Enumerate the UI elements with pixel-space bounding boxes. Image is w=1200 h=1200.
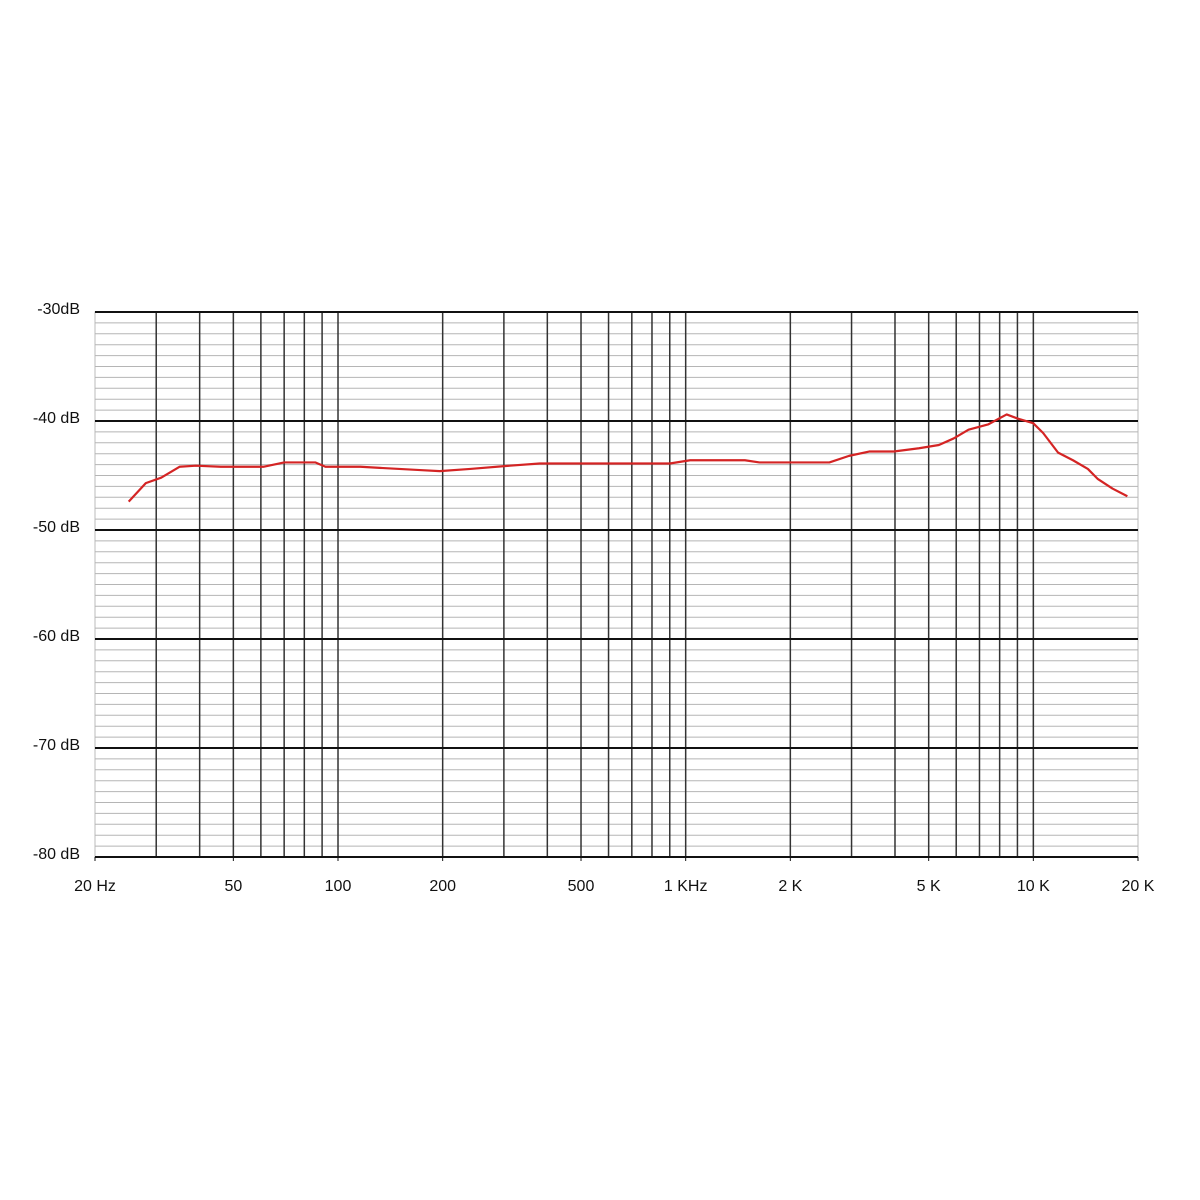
x-tick-label: 1 KHz [664, 878, 708, 895]
x-tick-label: 5 K [917, 878, 941, 895]
y-tick-label: -80 dB [33, 846, 80, 863]
response-line [127, 413, 1128, 503]
y-tick-label: -60 dB [33, 628, 80, 645]
y-tick-label: -50 dB [33, 519, 80, 536]
x-tick-label: 200 [429, 878, 456, 895]
x-tick-label: 100 [325, 878, 352, 895]
y-tick-label: -30dB [37, 301, 80, 318]
x-tick-label: 500 [568, 878, 595, 895]
x-tick-label: 20 Hz [74, 878, 116, 895]
y-tick-label: -40 dB [33, 410, 80, 427]
x-tick-label: 50 [224, 878, 242, 895]
y-tick-label: -70 dB [33, 737, 80, 754]
x-tick-label: 2 K [778, 878, 802, 895]
x-tick-label: 20 K [1122, 878, 1155, 895]
x-tick-label: 10 K [1017, 878, 1050, 895]
